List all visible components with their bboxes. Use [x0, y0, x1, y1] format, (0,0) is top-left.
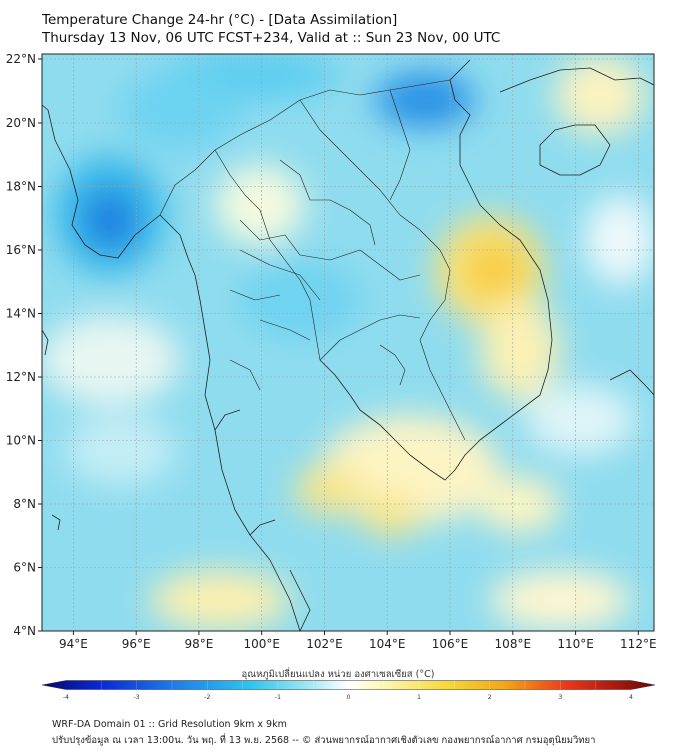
- coastlines: [42, 59, 654, 631]
- lon-label-110e: 110°E: [557, 637, 594, 651]
- colorbar-tick-label: -1: [275, 694, 281, 701]
- graticule: [42, 54, 654, 631]
- footer-model-info: WRF-DA Domain 01 :: Grid Resolution 9km …: [52, 719, 287, 730]
- axis-ticks: [38, 58, 639, 635]
- lon-label-112e: 112°E: [620, 637, 657, 651]
- lat-label-12n: 12°N: [6, 370, 36, 384]
- colorbar-segments: [101, 680, 596, 690]
- colorbar-tick-label: -3: [134, 694, 140, 701]
- colorbar-label: อุณหภูมิเปลี่ยนแปลง หน่วย องศาเซลเซียส (…: [241, 669, 435, 680]
- lat-label-20n: 20°N: [6, 116, 36, 130]
- lat-label-16n: 16°N: [6, 243, 36, 257]
- colorbar-tick-label: 0: [347, 694, 351, 701]
- lat-label-14n: 14°N: [6, 307, 36, 321]
- colorbar-gradient: [41, 680, 656, 690]
- lat-label-10n: 10°N: [6, 434, 36, 448]
- map-title: Temperature Change 24-hr (°C) - [Data As…: [42, 12, 398, 28]
- lon-label-104e: 104°E: [369, 637, 406, 651]
- map-frame: [41, 53, 655, 632]
- colorbar-tick-label: 4: [629, 694, 633, 701]
- lon-label-94e: 94°E: [59, 637, 88, 651]
- lat-label-18n: 18°N: [6, 180, 36, 194]
- colorbar-tick-label: -2: [204, 694, 210, 701]
- temperature-field: [42, 54, 654, 631]
- lon-label-108e: 108°E: [495, 637, 532, 651]
- lon-label-98e: 98°E: [184, 637, 213, 651]
- lat-label-6n: 6°N: [13, 561, 36, 575]
- lat-label-4n: 4°N: [13, 624, 36, 638]
- lon-label-100e: 100°E: [243, 637, 280, 651]
- lon-label-102e: 102°E: [306, 637, 343, 651]
- colorbar-tick-label: 1: [417, 694, 421, 701]
- lon-label-106e: 106°E: [432, 637, 469, 651]
- map-subtitle: Thursday 13 Nov, 06 UTC FCST+234, Valid …: [42, 30, 501, 46]
- colorbar: -4 -3 -2 -1 0 1 2 3 4: [41, 680, 656, 701]
- lon-label-96e: 96°E: [122, 637, 151, 651]
- lat-label-22n: 22°N: [6, 52, 36, 66]
- footer-update-info: ปรับปรุงข้อมูล ณ เวลา 13:00น. วัน พฤ. ที…: [52, 735, 596, 746]
- colorbar-tick-label: -4: [63, 694, 69, 701]
- lat-label-8n: 8°N: [13, 497, 36, 511]
- colorbar-tick-label: 3: [558, 694, 562, 701]
- colorbar-tick-label: 2: [488, 694, 492, 701]
- borders: [159, 79, 466, 441]
